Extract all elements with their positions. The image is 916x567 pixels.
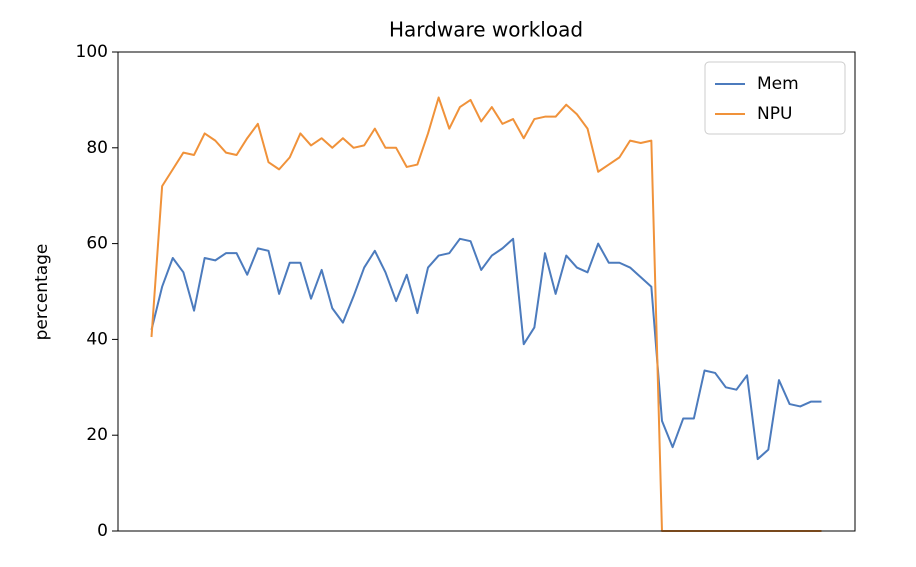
legend-label: Mem [757, 74, 799, 94]
legend-box [704, 61, 846, 135]
y-axis-label: percentage [32, 244, 52, 341]
chart-title: Hardware workload [389, 18, 583, 42]
plot-frame [117, 51, 856, 532]
y-tick-label: 80 [86, 138, 108, 158]
y-tick-label: 20 [86, 425, 108, 445]
legend-label: NPU [757, 104, 792, 124]
y-tick-label: 100 [76, 42, 108, 62]
series-line [150, 237, 822, 461]
y-tick-label: 60 [86, 234, 108, 254]
y-tick-label: 40 [86, 329, 108, 349]
y-tick-label: 0 [97, 521, 108, 541]
